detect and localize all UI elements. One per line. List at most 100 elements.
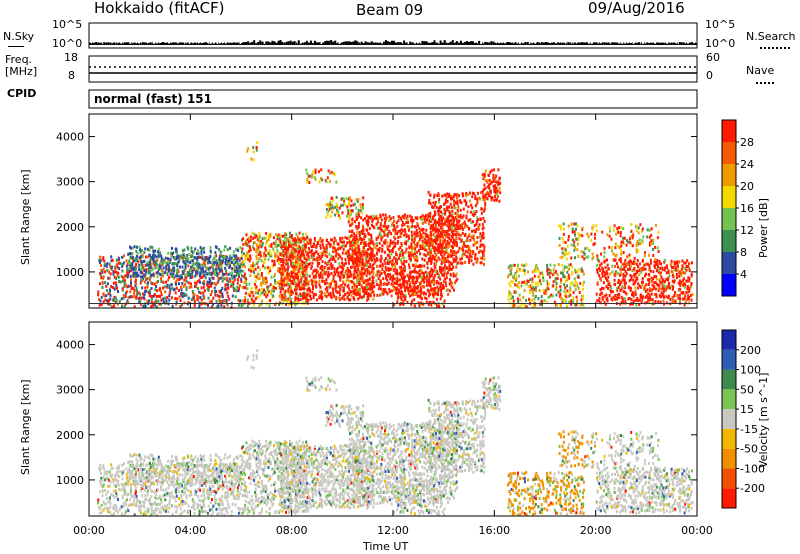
power-cell bbox=[622, 272, 625, 276]
power-cell bbox=[384, 241, 387, 245]
power-cell bbox=[381, 244, 384, 248]
power-cell bbox=[315, 243, 318, 247]
power-cell bbox=[158, 272, 161, 276]
power-cell bbox=[339, 255, 342, 259]
power-cell bbox=[533, 297, 536, 301]
power-cell bbox=[367, 220, 370, 224]
power-cell bbox=[431, 271, 434, 275]
power-cell bbox=[189, 268, 192, 272]
power-cell bbox=[305, 245, 308, 249]
power-cell bbox=[329, 245, 332, 249]
power-cell bbox=[298, 249, 301, 253]
power-cell bbox=[515, 290, 518, 294]
power-cell bbox=[219, 269, 222, 273]
power-cell bbox=[216, 261, 218, 265]
power-cell bbox=[471, 206, 474, 210]
power-cell bbox=[548, 282, 550, 286]
power-cell bbox=[598, 299, 601, 303]
power-cell bbox=[660, 281, 663, 285]
power-cell bbox=[209, 293, 212, 297]
power-cell bbox=[111, 305, 114, 309]
power-cell bbox=[563, 275, 566, 279]
power-cell bbox=[426, 280, 429, 283]
power-cell bbox=[265, 254, 267, 258]
power-cell bbox=[117, 275, 120, 279]
power-cell bbox=[394, 227, 397, 231]
power-cell bbox=[563, 289, 566, 293]
power-cell bbox=[300, 253, 302, 257]
power-cell bbox=[358, 233, 361, 237]
power-cell bbox=[130, 281, 132, 285]
power-cell bbox=[233, 254, 236, 258]
power-cell bbox=[269, 283, 272, 287]
power-cell bbox=[113, 298, 115, 302]
power-cell bbox=[335, 282, 338, 286]
power-cell bbox=[297, 294, 300, 298]
power-cell bbox=[326, 255, 329, 259]
power-cell bbox=[321, 178, 324, 182]
power-cell bbox=[580, 298, 583, 302]
power-cell bbox=[190, 246, 193, 250]
power-cell bbox=[655, 260, 658, 264]
power-cell bbox=[489, 189, 492, 193]
power-cell bbox=[307, 241, 310, 245]
power-cell bbox=[393, 224, 396, 228]
power-cell bbox=[310, 249, 313, 252]
power-cell bbox=[368, 227, 371, 231]
power-cell bbox=[552, 280, 555, 284]
power-cell bbox=[100, 264, 102, 267]
power-cell bbox=[363, 281, 366, 284]
power-cell bbox=[450, 267, 453, 271]
power-cell bbox=[428, 274, 431, 278]
power-cell bbox=[555, 288, 558, 291]
power-cell bbox=[394, 242, 397, 246]
power-cell bbox=[486, 191, 489, 195]
power-cell bbox=[325, 295, 328, 299]
power-cell bbox=[437, 249, 440, 253]
power-cell bbox=[396, 292, 399, 296]
power-cell bbox=[428, 240, 431, 244]
power-cell bbox=[287, 247, 290, 251]
power-cell bbox=[483, 220, 486, 223]
power-cell bbox=[446, 241, 449, 245]
power-cell bbox=[347, 269, 350, 273]
nsky-sample bbox=[664, 43, 667, 45]
power-cell bbox=[173, 266, 176, 270]
power-cell bbox=[409, 251, 412, 255]
power-cell bbox=[447, 195, 450, 199]
power-cell bbox=[141, 275, 144, 279]
power-cell bbox=[294, 257, 297, 261]
power-cell bbox=[479, 239, 482, 243]
power-cell bbox=[133, 266, 135, 270]
power-cell bbox=[261, 237, 264, 241]
power-cell bbox=[453, 218, 455, 222]
power-cell bbox=[283, 298, 286, 302]
power-cell bbox=[310, 245, 313, 248]
power-cell bbox=[529, 291, 531, 295]
power-cell bbox=[482, 193, 485, 197]
power-cell bbox=[387, 224, 390, 228]
power-cell bbox=[412, 281, 415, 285]
power-cell bbox=[493, 179, 496, 183]
power-cell bbox=[335, 270, 338, 274]
power-cell bbox=[461, 231, 464, 235]
power-cell bbox=[311, 291, 314, 294]
power-cell bbox=[634, 292, 637, 296]
power-cell bbox=[271, 289, 273, 293]
power-cell bbox=[491, 196, 494, 200]
power-cell bbox=[327, 169, 330, 173]
power-cell bbox=[102, 292, 105, 296]
power-cell bbox=[313, 239, 316, 242]
power-cell bbox=[432, 223, 435, 227]
power-cell bbox=[358, 238, 361, 241]
power-cell bbox=[350, 234, 353, 238]
power-cell bbox=[381, 235, 384, 239]
power-cell bbox=[665, 301, 668, 305]
power-cell bbox=[242, 237, 245, 241]
power-cell bbox=[484, 195, 487, 199]
power-cell bbox=[323, 247, 326, 251]
power-cell bbox=[260, 272, 263, 275]
power-cell bbox=[120, 274, 123, 278]
power-cell bbox=[418, 269, 421, 273]
power-cell bbox=[325, 281, 328, 285]
